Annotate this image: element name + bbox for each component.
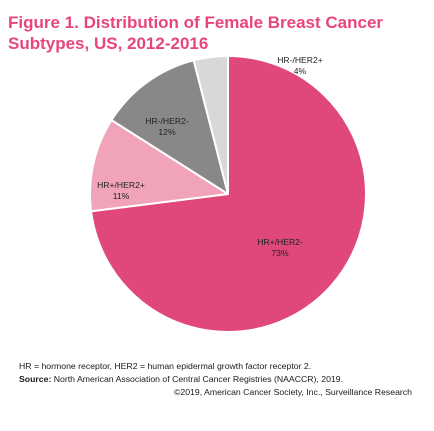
slice-category-label: HR+/HER2+ [97, 180, 145, 190]
slice-value-label: 4% [294, 66, 307, 76]
pie-slice-hr-her2- [110, 59, 229, 195]
abbreviation-note: HR = hormone receptor, HER2 = human epid… [19, 361, 312, 371]
figure-footer: HR = hormone receptor, HER2 = human epid… [19, 360, 424, 398]
source-note: Source: North American Association of Ce… [19, 373, 424, 386]
copyright-note: ©2019, American Cancer Society, Inc., Su… [173, 386, 412, 397]
slice-label-group: HR-/HER2-12% [145, 116, 189, 137]
source-label: Source: [19, 373, 52, 384]
slice-value-label: 73% [271, 248, 289, 258]
slice-value-label: 12% [158, 127, 176, 137]
source-text: North American Association of Central Ca… [51, 373, 343, 384]
slice-category-label: HR-/HER2+ [277, 55, 323, 65]
slice-label-group: HR-/HER2+4% [277, 55, 323, 76]
pie-slice-hr-her2- [192, 55, 229, 195]
slice-category-label: HR+/HER2- [257, 237, 303, 247]
figure-title: Figure 1. Distribution of Female Breast … [8, 13, 384, 53]
slice-value-label: 11% [113, 191, 130, 201]
slice-label-group: HR+/HER2+11% [97, 180, 145, 201]
slice-label-group: HR+/HER2-73% [257, 237, 303, 258]
pie-slice-hr-her2- [89, 119, 229, 213]
slice-category-label: HR-/HER2- [145, 116, 189, 126]
